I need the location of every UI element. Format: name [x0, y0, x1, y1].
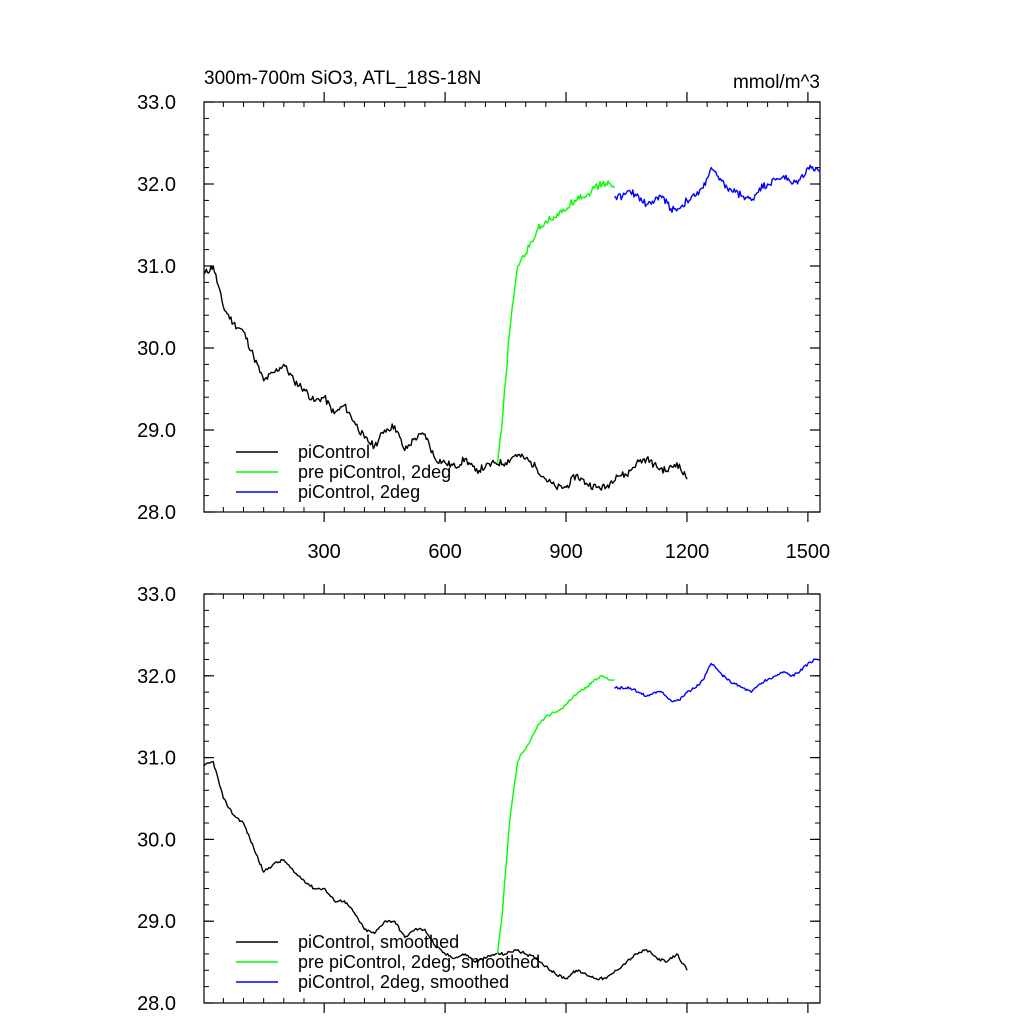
series-line-1	[203, 761, 688, 981]
series-line-1	[203, 265, 688, 491]
legend-label: piControl	[298, 442, 370, 462]
series-line-3	[614, 658, 821, 703]
units-label: mmol/m^3	[733, 72, 820, 93]
x-tick-label: 900	[549, 541, 582, 563]
y-tick-label: 33.0	[137, 92, 176, 114]
y-tick-label: 28.0	[137, 993, 176, 1015]
chart-panel-1: 28.0 29.0 30.0 31.0 32.0 33.0 300 600 900 1200 150…	[137, 92, 830, 563]
x-tick-label: 300	[307, 541, 340, 563]
x-tick-label: 600	[428, 541, 461, 563]
plot-frame	[203, 101, 821, 513]
y-tick-label: 32.0	[137, 174, 176, 196]
y-tick-label: 31.0	[137, 748, 176, 770]
legend-label: pre piControl, 2deg	[298, 462, 451, 482]
legend-label: piControl, smoothed	[298, 932, 459, 952]
y-tick-label: 30.0	[137, 338, 176, 360]
x-tick-label: 1200	[665, 541, 710, 563]
series-line-2	[496, 675, 615, 954]
chart-panels: 28.0 29.0 30.0 31.0 32.0 33.0 300 600 900 1200 150…	[137, 92, 830, 1015]
y-tick-label: 31.0	[137, 256, 176, 278]
chart-panel-2: 28.0 29.0 30.0 31.0 32.0 33.0 piControl, smoot…	[137, 584, 821, 1015]
x-tick-label: 1500	[786, 541, 831, 563]
y-tick-label: 28.0	[137, 502, 176, 524]
y-tick-label: 29.0	[137, 911, 176, 933]
y-tick-label: 33.0	[137, 584, 176, 606]
y-tick-label: 32.0	[137, 666, 176, 688]
chart-title: 300m-700m SiO3, ATL_18S-18N	[204, 68, 481, 89]
series-line-2	[496, 180, 615, 463]
legend-label: piControl, 2deg	[298, 482, 420, 502]
legend-label: pre piControl, 2deg, smoothed	[298, 952, 540, 972]
series-line-3	[613, 164, 821, 214]
y-tick-label: 29.0	[137, 420, 176, 442]
plot-frame	[203, 593, 821, 1004]
y-tick-label: 30.0	[137, 829, 176, 851]
legend-label: piControl, 2deg, smoothed	[298, 972, 509, 992]
